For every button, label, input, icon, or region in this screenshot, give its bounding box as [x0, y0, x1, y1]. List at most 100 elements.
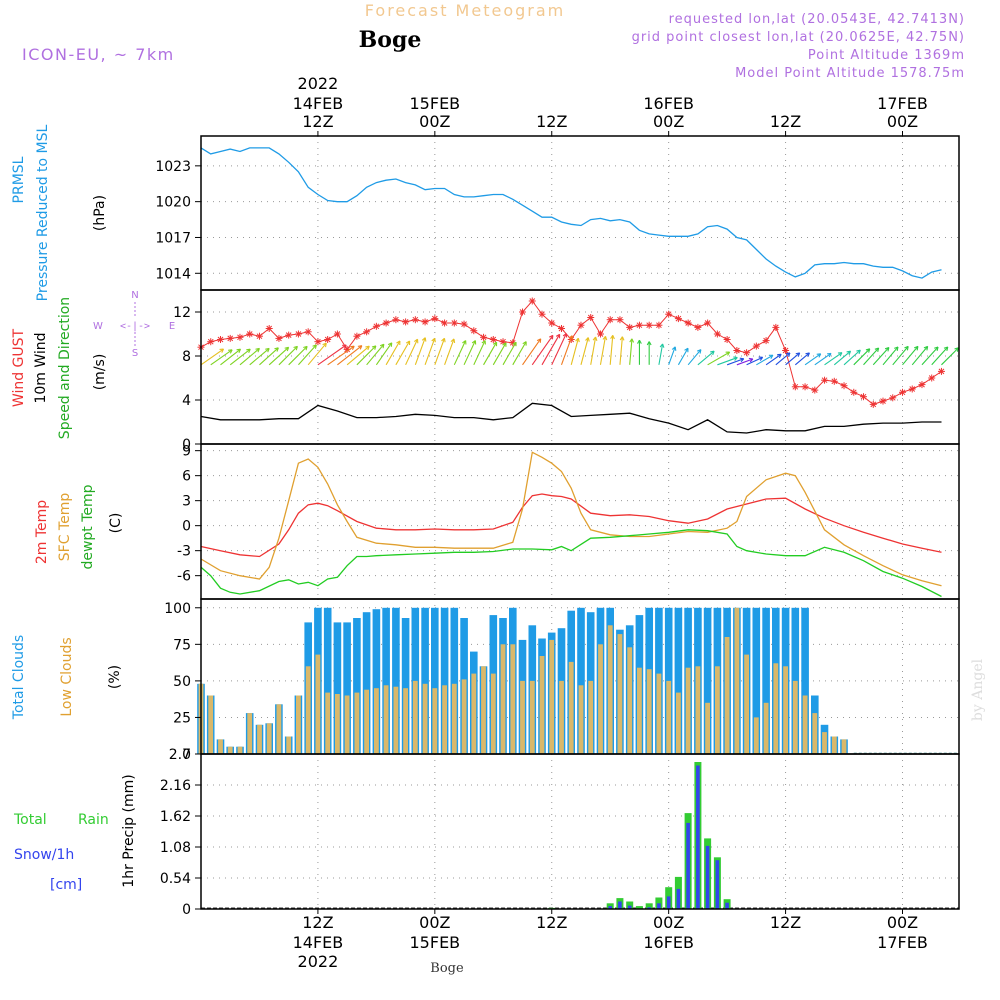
gust-marker-d2 — [899, 389, 906, 396]
wind-arrow — [229, 348, 251, 366]
total-cloud-bar — [401, 618, 410, 754]
gust-marker — [489, 336, 497, 343]
wind-arrow-head-a — [648, 341, 652, 346]
y-tick-label: 12 — [173, 305, 191, 321]
wind-arrow-head-b — [293, 345, 298, 348]
wind-arrow-head-a — [674, 346, 677, 351]
wind-arrow-head-b — [637, 339, 640, 344]
wind-arrow-head-b — [236, 348, 241, 351]
gust-marker — [285, 331, 293, 339]
gust-marker-d2 — [324, 336, 331, 343]
gust-marker-d2 — [587, 314, 594, 321]
wind-arrow — [697, 350, 715, 366]
snow-bar — [647, 907, 651, 909]
t2m-label: 2m Temp — [34, 500, 50, 564]
wind-arrow — [794, 352, 810, 366]
low-cloud-bar — [383, 685, 389, 754]
gust-marker-d2 — [500, 338, 506, 345]
wind-arrow-shaft — [210, 349, 233, 366]
gust-marker-d2 — [490, 336, 497, 343]
wind-arrow-shaft — [668, 346, 676, 365]
low-cloud-bar — [559, 680, 564, 754]
rain-bar — [635, 906, 643, 909]
gust-marker — [752, 342, 760, 350]
gust-marker-d2 — [256, 333, 263, 340]
gust-marker-d2 — [656, 322, 662, 329]
y-tick-label: 1020 — [155, 195, 191, 211]
gust-marker-d2 — [597, 331, 604, 337]
low-cloud-bar — [676, 692, 681, 754]
wind-arrow-shaft — [765, 353, 782, 366]
wind-arrow-head-b — [246, 348, 251, 351]
wind-arrow-shaft — [220, 348, 241, 366]
wind-arrow-head-a — [587, 337, 590, 342]
low-cloud-bar — [578, 685, 584, 754]
wind-arrow — [765, 353, 782, 366]
panel-grid-2 — [201, 444, 959, 599]
wind-arrow — [268, 346, 290, 366]
wind-arrow — [921, 346, 939, 366]
wind-arrow-shaft — [502, 341, 517, 366]
wind-arrow — [512, 341, 527, 366]
wind-arrow — [356, 345, 377, 366]
bottom-time-label-2: 15FEB — [410, 933, 461, 952]
low-cloud-bar — [364, 689, 369, 754]
low-cloud-bar — [393, 686, 399, 754]
wind-arrow-head-b — [562, 333, 567, 337]
snow-bar — [676, 888, 681, 909]
wind-arrow-head-a — [848, 350, 852, 356]
low-cloud-bar — [656, 673, 662, 754]
wind-arrow-shaft — [414, 337, 426, 365]
gust-marker-d2 — [724, 336, 730, 343]
wind-arrow-shaft — [346, 345, 370, 366]
wind-arrow-head-b — [785, 352, 791, 355]
gust-marker-d2 — [431, 315, 438, 322]
wind-arrow — [707, 351, 731, 366]
wind-arrow-head-b — [913, 345, 919, 349]
wind-arrow-head-b — [357, 345, 362, 347]
gust-marker-d2 — [480, 334, 487, 341]
wind-arrow-shaft — [288, 345, 308, 366]
wind-unit: (m/s) — [92, 354, 108, 391]
y-tick-label: 0 — [182, 747, 191, 763]
wind-arrow-shaft — [307, 342, 327, 366]
gust-marker-d2 — [802, 383, 808, 390]
wind-arrow-head-a — [434, 338, 436, 343]
gust-marker-d2 — [743, 349, 750, 356]
gust-marker — [655, 321, 663, 329]
gust-marker-d2 — [841, 382, 847, 389]
wind-arrow-head-b — [481, 340, 486, 344]
wind-arrow — [327, 345, 355, 366]
wind-arrow — [726, 357, 745, 366]
wind-arrow — [453, 340, 467, 366]
bottom-time-label-1: 00Z — [887, 913, 918, 932]
wind-arrow — [444, 338, 456, 365]
wind-arrow-shaft — [317, 344, 347, 366]
gust-marker — [421, 318, 429, 326]
low-cloud-bar — [666, 680, 672, 754]
rain-bar — [655, 897, 663, 909]
precip-total-label: Total — [13, 812, 47, 828]
low-cloud-label: Low Clouds — [59, 637, 75, 716]
wind-arrow-head-a — [229, 349, 233, 354]
wind-arrow-head-b — [492, 341, 497, 345]
wind-arrow-head-b — [856, 349, 861, 352]
wind-arrow-head-a — [868, 348, 871, 353]
gust-marker-d2 — [860, 393, 867, 400]
total-cloud-bar — [450, 607, 459, 754]
top-time-label-2: 17FEB — [877, 94, 928, 113]
y-tick-label: 3 — [182, 494, 191, 510]
wind-arrow-head-a — [887, 347, 890, 352]
precip-rain-label: Rain — [78, 812, 109, 828]
gust-marker-d2 — [938, 368, 945, 375]
wind-arrow-shaft — [337, 345, 363, 366]
gust-marker — [441, 319, 449, 327]
wind-arrow-head-a — [877, 347, 880, 353]
low-cloud-bar — [627, 647, 633, 754]
gust-marker — [674, 315, 682, 323]
low-cloud-bar — [218, 739, 223, 754]
wind-arrow — [637, 339, 642, 365]
wind-arrow — [892, 345, 909, 366]
wind-arrow-head-b — [568, 335, 573, 339]
